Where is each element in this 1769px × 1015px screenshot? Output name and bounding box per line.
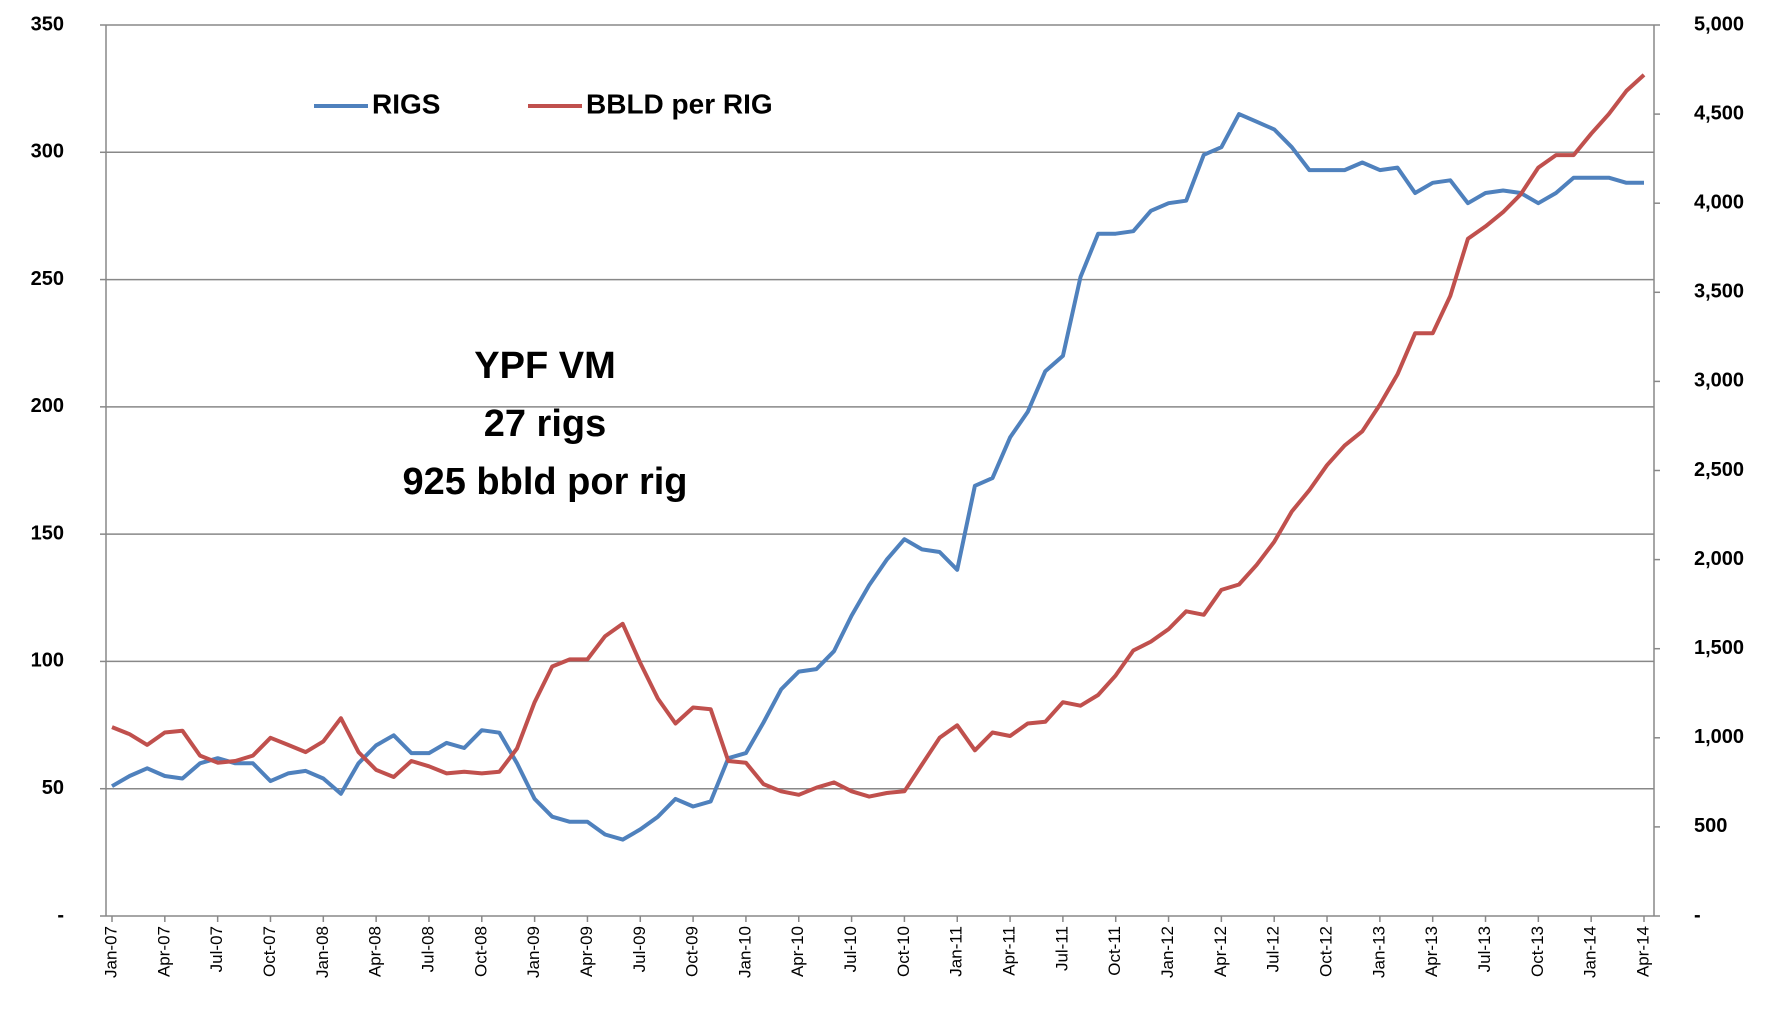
x-tick-label: Jan-12 bbox=[1158, 926, 1177, 978]
x-tick-label: Apr-14 bbox=[1633, 926, 1652, 977]
x-tick-label: Jan-10 bbox=[735, 926, 754, 978]
data-line bbox=[110, 112, 1644, 842]
x-tick-label: Jan-11 bbox=[947, 926, 966, 977]
y2-tick-label: 500 bbox=[1694, 815, 1727, 837]
y2-tick-label: - bbox=[1694, 904, 1701, 926]
y2-tick-label: 5,000 bbox=[1694, 13, 1744, 35]
x-tick-label: Apr-08 bbox=[366, 926, 385, 977]
x-tick-label: Jul-08 bbox=[418, 926, 437, 972]
y-tick-label: 100 bbox=[31, 650, 64, 672]
x-tick-label: Jan-07 bbox=[101, 926, 120, 978]
x-tick-label: Jan-14 bbox=[1581, 926, 1600, 978]
x-tick-label: Apr-13 bbox=[1422, 926, 1441, 977]
y2-tick-label: 4,000 bbox=[1694, 191, 1744, 213]
x-tick-label: Jul-10 bbox=[841, 926, 860, 972]
y2-tick-label: 2,500 bbox=[1694, 459, 1744, 481]
x-tick-label: Apr-12 bbox=[1211, 926, 1230, 977]
y-tick-label: 150 bbox=[31, 522, 64, 544]
y-tick-label: 300 bbox=[31, 141, 64, 163]
annotation: 27 rigs bbox=[484, 403, 607, 445]
y2-tick-label: 4,500 bbox=[1694, 102, 1744, 124]
y2-tick-label: 1,500 bbox=[1694, 637, 1744, 659]
data-line bbox=[111, 73, 1646, 799]
x-tick-label: Jan-13 bbox=[1369, 926, 1388, 978]
y2-tick-label: 1,000 bbox=[1694, 726, 1744, 748]
annotation: 925 bbld por rig bbox=[402, 461, 687, 503]
y2-tick-label: 3,000 bbox=[1694, 370, 1744, 392]
y-tick-label: 350 bbox=[31, 13, 64, 35]
x-tick-label: Jul-12 bbox=[1264, 926, 1283, 972]
x-tick-label: Oct-07 bbox=[260, 926, 279, 977]
x-tick-label: Jan-08 bbox=[313, 926, 332, 978]
x-tick-label: Jul-13 bbox=[1475, 926, 1494, 972]
x-tick-label: Apr-11 bbox=[1000, 926, 1019, 976]
x-tick-label: Oct-09 bbox=[683, 926, 702, 977]
y-tick-label: 50 bbox=[42, 777, 64, 799]
x-tick-label: Jul-09 bbox=[630, 926, 649, 972]
annotation: YPF VM bbox=[474, 345, 615, 387]
y-tick-label: - bbox=[57, 904, 64, 926]
x-tick-label: Jul-11 bbox=[1052, 926, 1071, 971]
legend-label: BBLD per RIG bbox=[586, 88, 773, 119]
x-tick-label: Jul-07 bbox=[207, 926, 226, 972]
x-tick-label: Apr-09 bbox=[577, 926, 596, 977]
x-tick-label: Oct-08 bbox=[471, 926, 490, 977]
legend-label: RIGS bbox=[372, 88, 440, 119]
x-tick-label: Oct-13 bbox=[1528, 926, 1547, 977]
x-tick-label: Apr-10 bbox=[788, 926, 807, 977]
x-tick-label: Oct-11 bbox=[1105, 926, 1124, 976]
x-tick-label: Oct-10 bbox=[894, 926, 913, 977]
y2-tick-label: 2,000 bbox=[1694, 548, 1744, 570]
x-tick-label: Jan-09 bbox=[524, 926, 543, 978]
x-tick-label: Apr-07 bbox=[154, 926, 173, 977]
y-tick-label: 250 bbox=[31, 268, 64, 290]
y-tick-label: 200 bbox=[31, 395, 64, 417]
x-tick-label: Oct-12 bbox=[1317, 926, 1336, 977]
y2-tick-label: 3,500 bbox=[1694, 281, 1744, 303]
